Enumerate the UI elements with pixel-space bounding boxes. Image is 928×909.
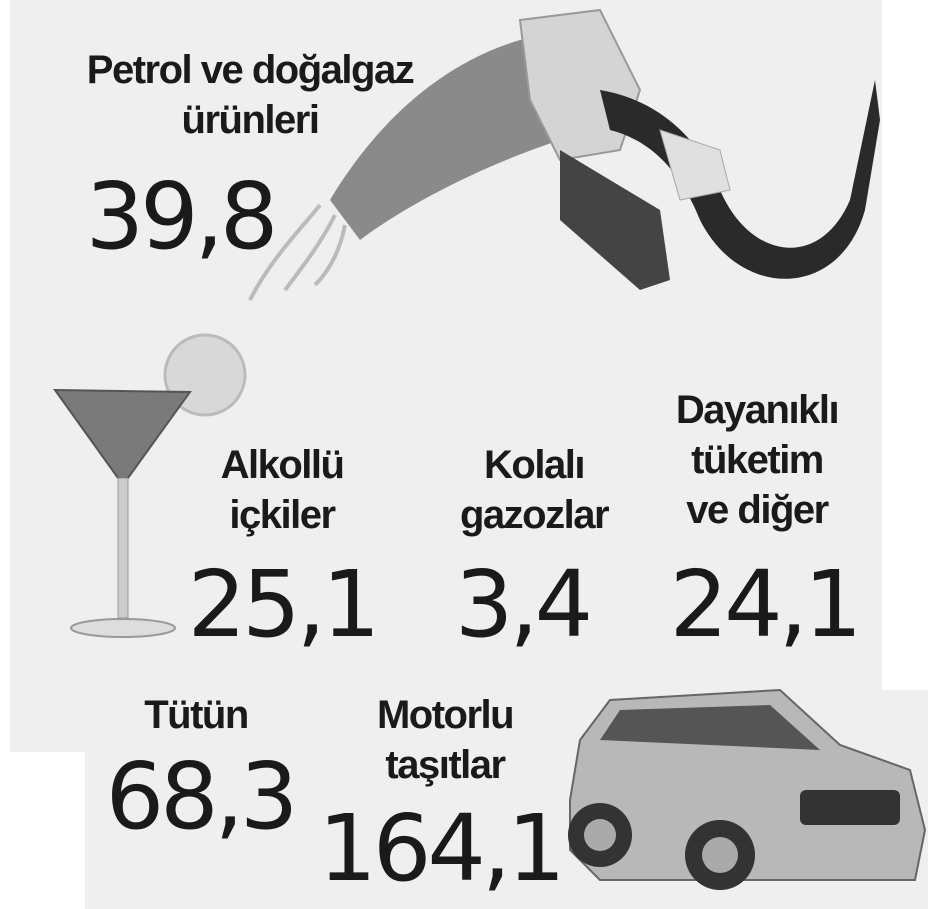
item-label: taşıtlar xyxy=(385,743,505,787)
item-label: Motorlu xyxy=(377,693,513,737)
item-value: 39,8 xyxy=(86,163,275,270)
item-label: ve diğer xyxy=(686,488,828,532)
car-icon xyxy=(568,688,927,890)
item-label: Dayanıklı xyxy=(676,388,838,432)
item-label: Tütün xyxy=(144,693,248,737)
item-label: tüketim xyxy=(691,438,823,482)
item-label: Petrol ve doğalgaz xyxy=(87,48,414,92)
item-value: 164,1 xyxy=(318,795,561,902)
item-label: ürünleri xyxy=(182,98,319,142)
background xyxy=(10,0,928,909)
item-label: içkiler xyxy=(229,493,335,537)
item-value: 24,1 xyxy=(670,551,859,658)
item-value: 68,3 xyxy=(106,743,295,850)
item-value: 25,1 xyxy=(188,551,377,658)
item-value: 3,4 xyxy=(455,551,589,658)
cocktail-icon xyxy=(53,333,247,638)
item-label: gazozlar xyxy=(460,493,609,537)
item-label: Alkollü xyxy=(221,443,344,487)
fuel-pump-icon xyxy=(248,8,880,301)
item-label: Kolalı xyxy=(484,443,584,487)
